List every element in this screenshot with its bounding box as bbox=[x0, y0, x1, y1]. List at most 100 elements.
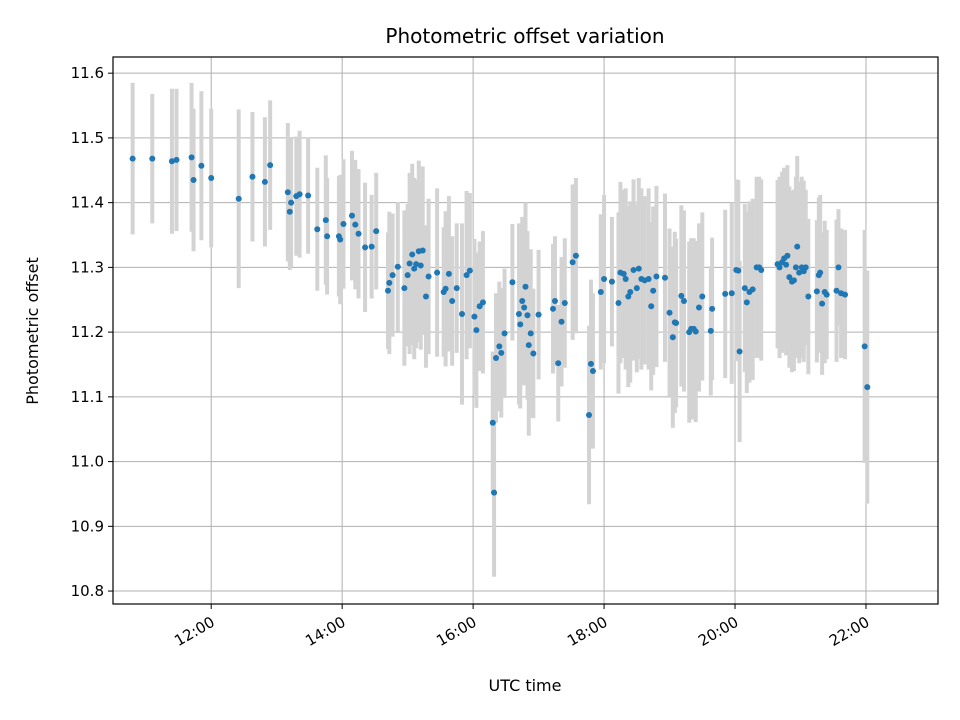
data-points bbox=[129, 154, 871, 496]
data-point bbox=[517, 321, 524, 328]
data-point bbox=[558, 318, 565, 325]
data-point bbox=[680, 298, 687, 305]
data-point bbox=[587, 360, 594, 367]
data-point bbox=[348, 212, 355, 219]
data-point bbox=[653, 273, 660, 280]
data-point bbox=[650, 287, 657, 294]
data-point bbox=[776, 264, 783, 271]
data-point bbox=[625, 293, 632, 300]
data-point bbox=[589, 367, 596, 374]
data-point bbox=[735, 267, 742, 274]
data-point bbox=[286, 208, 293, 215]
data-point bbox=[521, 304, 528, 311]
data-point bbox=[188, 154, 195, 161]
data-point bbox=[413, 261, 420, 268]
data-point bbox=[463, 272, 470, 279]
data-point bbox=[601, 276, 608, 283]
data-point bbox=[173, 156, 180, 163]
data-point bbox=[819, 300, 826, 307]
y-axis-label: Photometric offset bbox=[23, 257, 42, 405]
data-point bbox=[496, 343, 503, 350]
data-point bbox=[235, 195, 242, 202]
data-point bbox=[633, 285, 640, 292]
data-point bbox=[442, 285, 449, 292]
data-point bbox=[501, 330, 508, 337]
data-point bbox=[168, 158, 175, 165]
data-point bbox=[296, 191, 303, 198]
data-point bbox=[792, 264, 799, 271]
y-tick-label: 11.3 bbox=[71, 258, 104, 276]
y-tick-label: 11.2 bbox=[71, 323, 104, 341]
data-point bbox=[861, 343, 868, 350]
data-point bbox=[709, 305, 716, 312]
data-point bbox=[129, 155, 136, 162]
data-point bbox=[425, 273, 432, 280]
data-point bbox=[515, 310, 522, 317]
data-point bbox=[288, 199, 295, 206]
data-point bbox=[409, 251, 416, 258]
data-point bbox=[322, 217, 329, 224]
data-point bbox=[813, 288, 820, 295]
data-point bbox=[736, 348, 743, 355]
data-point bbox=[784, 252, 791, 259]
data-point bbox=[805, 293, 812, 300]
data-point bbox=[783, 261, 790, 268]
data-point bbox=[743, 299, 750, 306]
data-point bbox=[790, 277, 797, 284]
chart-title: Photometric offset variation bbox=[385, 24, 664, 48]
data-point bbox=[597, 288, 604, 295]
data-point bbox=[419, 247, 426, 254]
y-axis-ticks: 10.8 10.9 11.0 11.1 11.2 11.3 11.4 11.5 11.6 bbox=[71, 64, 113, 600]
data-point bbox=[673, 320, 680, 327]
data-point bbox=[645, 276, 652, 283]
y-tick-label: 11.0 bbox=[71, 453, 104, 471]
data-point bbox=[404, 272, 411, 279]
data-point bbox=[524, 312, 531, 319]
data-point bbox=[284, 189, 291, 196]
data-point bbox=[324, 233, 331, 240]
y-tick-label: 11.1 bbox=[71, 388, 104, 406]
plot-frame bbox=[112, 56, 939, 605]
data-point bbox=[530, 350, 537, 357]
data-point bbox=[796, 269, 803, 276]
data-point bbox=[586, 411, 593, 418]
data-point bbox=[864, 384, 871, 391]
data-point bbox=[352, 221, 359, 228]
data-point bbox=[491, 489, 498, 496]
data-point bbox=[561, 299, 568, 306]
data-point bbox=[434, 269, 441, 276]
data-point bbox=[722, 290, 729, 297]
data-point bbox=[648, 303, 655, 310]
data-point bbox=[208, 175, 215, 182]
data-point bbox=[473, 327, 480, 334]
data-point bbox=[445, 270, 452, 277]
data-point bbox=[608, 278, 615, 285]
data-point bbox=[149, 155, 156, 162]
data-point bbox=[385, 287, 391, 294]
data-point bbox=[493, 355, 500, 362]
data-point bbox=[389, 272, 396, 279]
data-point bbox=[314, 226, 321, 233]
data-point bbox=[525, 342, 532, 349]
data-point bbox=[630, 266, 637, 273]
data-point bbox=[261, 178, 268, 185]
data-point bbox=[758, 266, 765, 273]
data-point bbox=[627, 288, 634, 295]
y-tick-label: 10.8 bbox=[71, 582, 104, 600]
data-point bbox=[355, 230, 362, 237]
x-axis-label: UTC time bbox=[489, 676, 562, 695]
data-point bbox=[817, 269, 824, 276]
data-point bbox=[458, 310, 465, 317]
data-point bbox=[386, 279, 393, 286]
data-point bbox=[422, 293, 429, 300]
data-point bbox=[661, 274, 668, 281]
data-point bbox=[635, 265, 642, 272]
data-point bbox=[411, 265, 418, 272]
data-point bbox=[519, 298, 526, 305]
data-point bbox=[555, 360, 562, 367]
data-point bbox=[190, 176, 197, 183]
data-point bbox=[707, 327, 714, 334]
data-point bbox=[340, 221, 347, 228]
data-point bbox=[692, 328, 699, 335]
data-point bbox=[620, 270, 627, 277]
